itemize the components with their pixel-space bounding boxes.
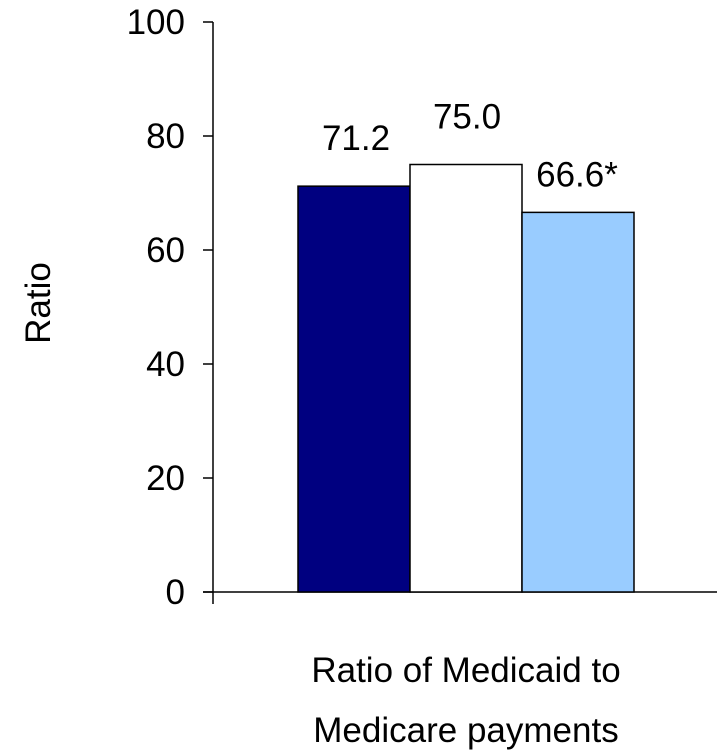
category-label-line-1: Ratio of Medicaid to — [311, 651, 620, 690]
bar-3 — [521, 211, 635, 593]
y-tick-label: 0 — [166, 573, 185, 612]
y-tick-label: 20 — [146, 459, 185, 498]
bars — [297, 163, 635, 593]
y-tick-label: 40 — [146, 345, 185, 384]
data-label-2: 75.0 — [433, 98, 501, 137]
y-axis-ticks: 0 20 40 60 80 100 — [127, 3, 213, 612]
bar-2 — [409, 163, 523, 593]
data-label-1: 71.2 — [322, 119, 390, 158]
y-tick-label: 80 — [146, 117, 185, 156]
y-tick-label: 60 — [146, 231, 185, 270]
bar-1 — [297, 185, 411, 593]
data-label-3: 66.6* — [536, 155, 618, 194]
category-label-line-2: Medicare payments — [313, 711, 618, 750]
data-labels: 71.2 75.0 66.6* — [322, 98, 618, 195]
y-axis-title: Ratio — [19, 262, 58, 344]
y-tick-label: 100 — [127, 3, 185, 42]
